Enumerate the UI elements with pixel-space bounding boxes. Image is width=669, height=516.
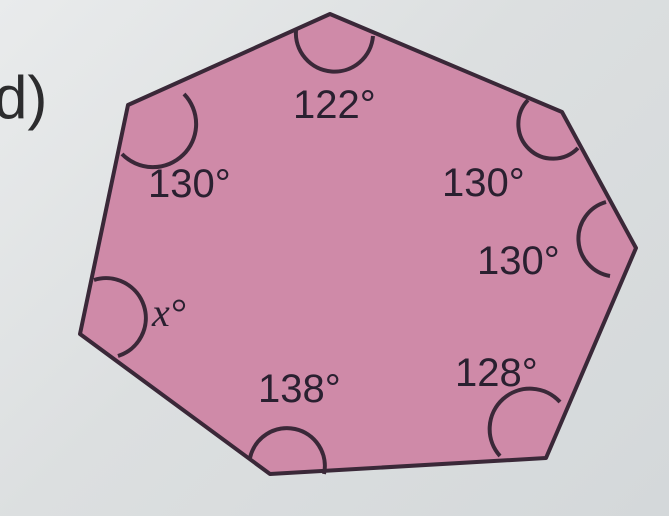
angle-label-left: x° xyxy=(151,290,186,335)
angle-arc-lower-right xyxy=(487,386,562,458)
heptagon-shape xyxy=(78,12,638,476)
angle-label-lower-right: 128° xyxy=(455,351,538,395)
angle-label-upper-left: 130° xyxy=(148,162,231,206)
angle-label-bottom: 138° xyxy=(258,367,341,411)
angle-arc-top xyxy=(293,29,375,74)
angle-arc-upper-right xyxy=(516,98,580,161)
angle-label-right: 130° xyxy=(477,239,560,283)
angle-label-upper-right: 130° xyxy=(442,161,525,205)
angle-label-top: 122° xyxy=(293,83,376,127)
angle-arc-left xyxy=(93,276,148,358)
part-label: d) xyxy=(0,64,48,131)
angle-arc-upper-left xyxy=(120,92,199,170)
angle-arc-bottom xyxy=(248,426,327,475)
angle-arc-right xyxy=(576,200,611,278)
